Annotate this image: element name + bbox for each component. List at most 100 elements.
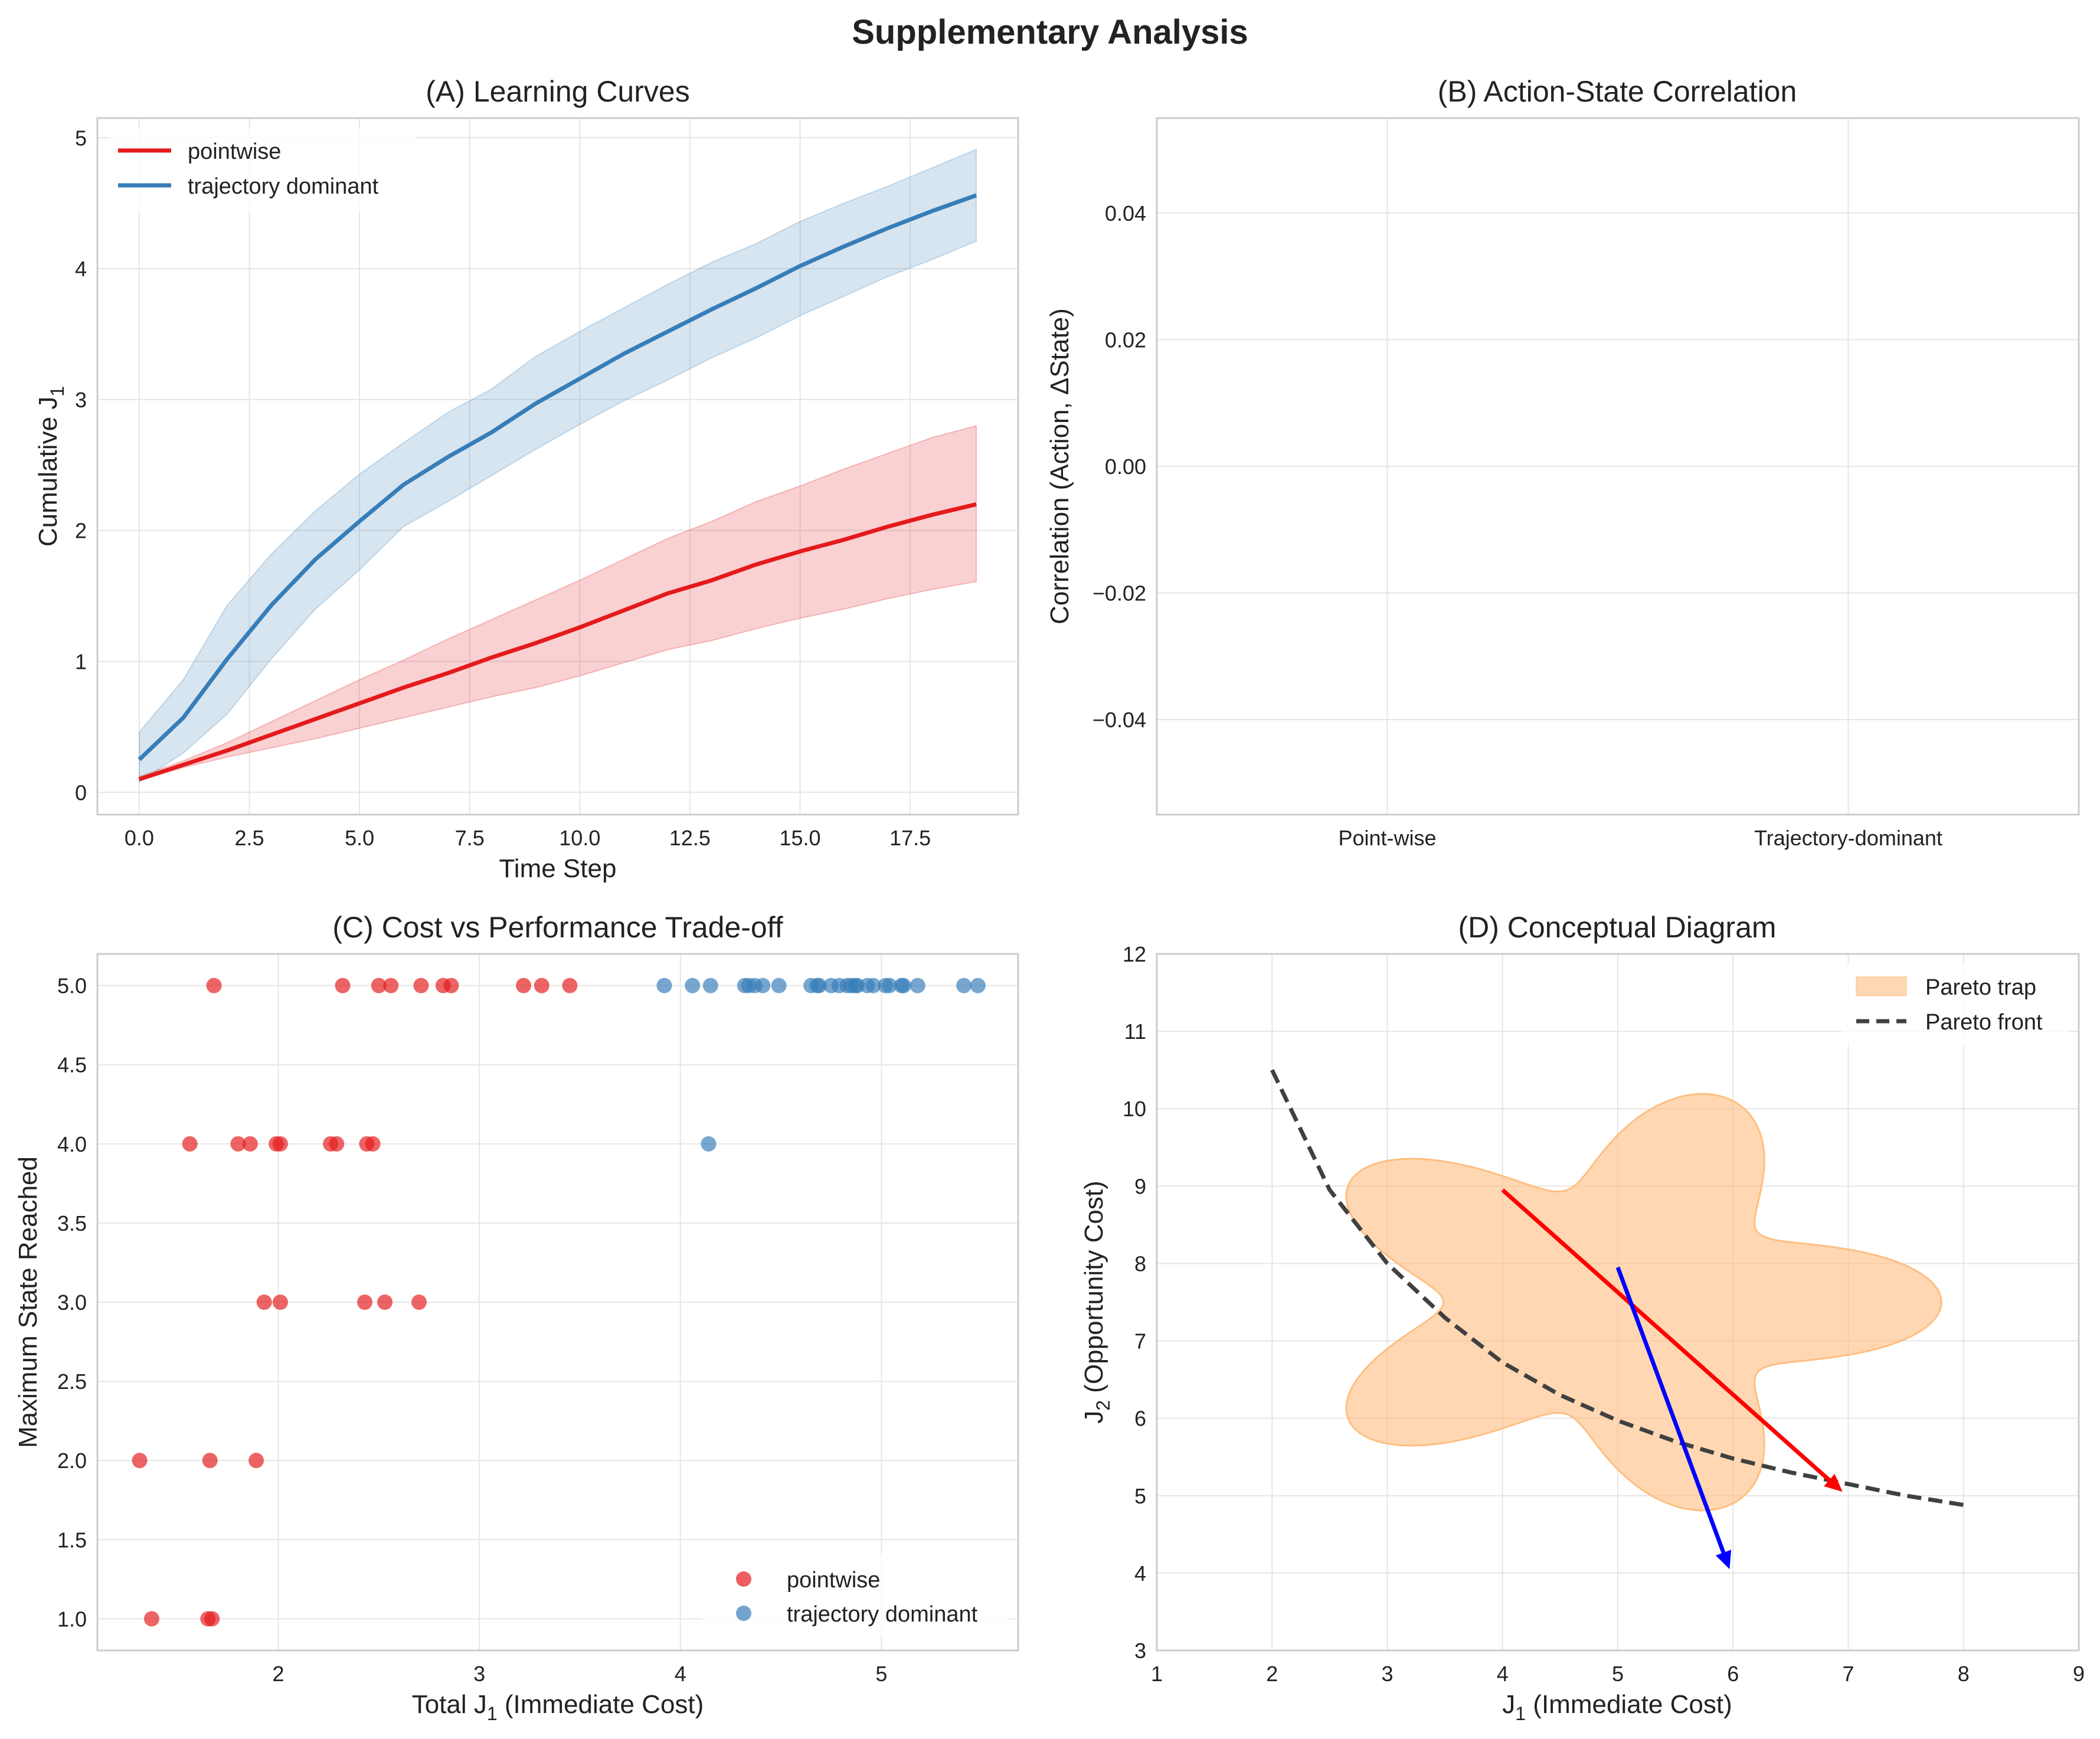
y-tick-label: 5.0 bbox=[57, 974, 87, 998]
scatter-point-pointwise bbox=[202, 1453, 218, 1469]
y-tick-label: 1 bbox=[75, 649, 87, 674]
arrow-head bbox=[1824, 1473, 1843, 1492]
x-tick-label: 17.5 bbox=[889, 826, 931, 850]
x-tick-label: 7.5 bbox=[455, 826, 485, 850]
x-tick-label: 7 bbox=[1842, 1662, 1854, 1686]
scatter-point-trajectory-dominant bbox=[702, 978, 718, 993]
scatter-point-pointwise bbox=[272, 1295, 288, 1310]
y-tick-label: 4 bbox=[75, 257, 87, 281]
y-tick-label: 2.5 bbox=[57, 1369, 87, 1394]
scatter-point-trajectory-dominant bbox=[771, 978, 787, 993]
panel-c-legend: pointwise trajectory dominant bbox=[702, 1554, 1009, 1636]
y-tick-label: 0.04 bbox=[1105, 201, 1146, 225]
panel-d-xlabel-sub: 1 bbox=[1515, 1703, 1526, 1724]
y-tick-label: 11 bbox=[1124, 1019, 1146, 1044]
y-tick-label: 6 bbox=[1134, 1407, 1146, 1431]
x-tick-label: 2 bbox=[1266, 1662, 1278, 1686]
panel-c-xlabel: Total J1 (Immediate Cost) bbox=[412, 1690, 704, 1724]
y-tick-label: 0.00 bbox=[1105, 455, 1146, 479]
y-tick-label: 1.5 bbox=[57, 1528, 87, 1552]
panel-c-title: (C) Cost vs Performance Trade-off bbox=[332, 911, 783, 944]
panel-b-action-state-correlation: (B) Action-State Correlation Point-wise T… bbox=[1045, 75, 2080, 850]
panel-a-frame bbox=[96, 117, 1019, 816]
x-tick-label: 0.0 bbox=[125, 826, 154, 850]
confidence-band-trajectory-dominant bbox=[138, 148, 977, 783]
y-tick-label: −0.04 bbox=[1092, 708, 1146, 732]
scatter-point-pointwise bbox=[143, 1611, 159, 1627]
legend-label-pareto-front: Pareto front bbox=[1925, 1010, 2043, 1035]
panel-d-legend: Pareto trap Pareto front bbox=[1841, 963, 2069, 1046]
panel-a-xlabel: Time Step bbox=[499, 854, 617, 883]
scatter-point-trajectory-dominant bbox=[656, 978, 672, 993]
panel-a-ylabel-main: Cumulative J bbox=[34, 397, 63, 547]
panel-d-ylabel-main: J bbox=[1080, 1411, 1108, 1424]
category-label: Point-wise bbox=[1338, 826, 1436, 850]
panel-c-xlabel-suffix: (Immediate Cost) bbox=[498, 1690, 704, 1719]
panel-c-cost-vs-performance: (C) Cost vs Performance Trade-off 2 3 4 5 1… bbox=[14, 911, 1019, 1724]
panel-a-grid bbox=[97, 118, 1018, 815]
x-tick-label: 2 bbox=[273, 1662, 284, 1686]
panel-c-yticks: 1.0 1.5 2.0 2.5 3.0 3.5 4.0 4.5 5.0 bbox=[57, 974, 87, 1632]
legend-label-pointwise: pointwise bbox=[188, 139, 281, 164]
panel-d-ylabel: J2 (Opportunity Cost) bbox=[1080, 1181, 1114, 1423]
scatter-point-pointwise bbox=[365, 1136, 381, 1152]
y-tick-label: 10 bbox=[1123, 1097, 1146, 1121]
legend-frame bbox=[109, 129, 416, 211]
panel-d-frame bbox=[1156, 953, 2080, 1652]
y-tick-label: 3 bbox=[75, 388, 87, 412]
y-tick-label: 2.0 bbox=[57, 1449, 87, 1473]
panel-d-ylabel-sub: 2 bbox=[1092, 1400, 1114, 1411]
y-tick-label: 8 bbox=[1134, 1251, 1146, 1276]
scatter-point-pointwise bbox=[357, 1295, 373, 1310]
panel-d-xlabel: J1 (Immediate Cost) bbox=[1502, 1690, 1732, 1724]
panel-d-ylabel-suffix: (Opportunity Cost) bbox=[1080, 1181, 1108, 1400]
y-tick-label: 5 bbox=[1134, 1484, 1146, 1508]
x-tick-label: 9 bbox=[2073, 1662, 2085, 1686]
panel-a-learning-curves: (A) Learning Curves 0.0 2.5 5.0 7.5 10.0 12.5… bbox=[34, 75, 1019, 883]
scatter-point-pointwise bbox=[248, 1453, 264, 1469]
panel-c-ylabel: Maximum State Reached bbox=[14, 1156, 42, 1448]
y-tick-label: 4.0 bbox=[57, 1132, 87, 1156]
y-tick-label: 4.5 bbox=[57, 1053, 87, 1077]
scatter-point-pointwise bbox=[256, 1295, 272, 1310]
scatter-point-pointwise bbox=[132, 1453, 148, 1469]
x-tick-label: 2.5 bbox=[234, 826, 264, 850]
panel-a-ylabel: Cumulative J1 bbox=[34, 386, 68, 547]
panel-c-points bbox=[132, 978, 986, 1627]
legend-swatch-pareto-trap bbox=[1856, 976, 1907, 996]
y-tick-label: 2 bbox=[75, 519, 87, 543]
y-tick-label: 0.02 bbox=[1105, 328, 1146, 352]
panel-a-ylabel-sub: 1 bbox=[47, 386, 68, 397]
panel-b-xticks: Point-wise Trajectory-dominant bbox=[1338, 826, 1942, 850]
scatter-point-pointwise bbox=[443, 978, 459, 993]
panel-b-grid bbox=[1157, 118, 2079, 815]
x-tick-label: 3 bbox=[473, 1662, 485, 1686]
x-tick-label: 5 bbox=[875, 1662, 887, 1686]
y-tick-label: 3.0 bbox=[57, 1290, 87, 1315]
x-tick-label: 1 bbox=[1151, 1662, 1163, 1686]
scatter-point-trajectory-dominant bbox=[895, 978, 911, 993]
legend-label-pointwise: pointwise bbox=[787, 1568, 880, 1593]
x-tick-label: 8 bbox=[1958, 1662, 1970, 1686]
scatter-point-trajectory-dominant bbox=[865, 978, 881, 993]
panel-c-xlabel-main: Total J bbox=[412, 1690, 487, 1719]
scatter-point-pointwise bbox=[411, 1295, 427, 1310]
panel-d-title: (D) Conceptual Diagram bbox=[1458, 911, 1776, 944]
panel-b-frame bbox=[1156, 117, 2080, 816]
x-tick-label: 5.0 bbox=[345, 826, 374, 850]
scatter-point-pointwise bbox=[329, 1136, 345, 1152]
x-tick-label: 10.0 bbox=[559, 826, 600, 850]
scatter-point-pointwise bbox=[206, 978, 222, 993]
y-tick-label: 3 bbox=[1134, 1639, 1146, 1663]
legend-frame bbox=[702, 1554, 1009, 1636]
series-line-pointwise bbox=[138, 502, 977, 782]
panel-b-title: (B) Action-State Correlation bbox=[1438, 75, 1797, 108]
y-tick-label: 1.0 bbox=[57, 1607, 87, 1631]
panel-a-lines bbox=[138, 193, 977, 782]
scatter-point-trajectory-dominant bbox=[685, 978, 701, 993]
scatter-point-pointwise bbox=[335, 978, 351, 993]
arrow-head bbox=[1715, 1550, 1732, 1570]
